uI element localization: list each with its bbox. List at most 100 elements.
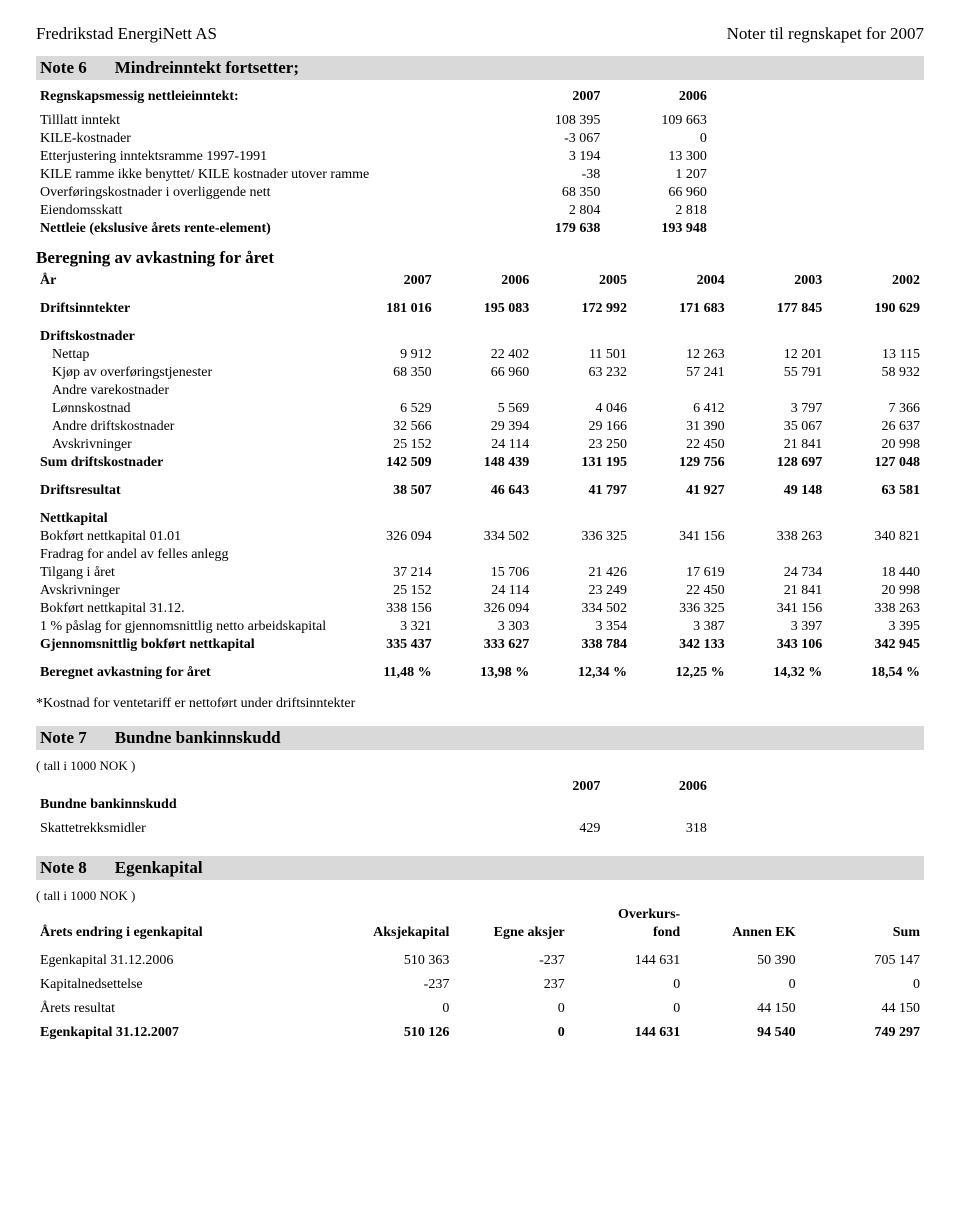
cell: 29 394 bbox=[436, 418, 534, 436]
note6-title: Mindreinntekt fortsetter; bbox=[115, 58, 299, 77]
col-hdr bbox=[800, 906, 924, 924]
cell: 11 501 bbox=[533, 346, 631, 364]
row-label: Fradrag for andel av felles anlegg bbox=[36, 546, 338, 564]
sum-driftskost-row: Sum driftskostnader142 509148 439131 195… bbox=[36, 454, 924, 472]
cell: 0 bbox=[453, 1000, 568, 1018]
table-row: Avskrivninger25 15224 11423 24922 45021 … bbox=[36, 582, 924, 600]
cell: 326 094 bbox=[338, 528, 436, 546]
cell bbox=[533, 546, 631, 564]
cell: 3 354 bbox=[533, 618, 631, 636]
cell: 24 734 bbox=[729, 564, 827, 582]
table-row: Årets endring i egenkapital Aksjekapital… bbox=[36, 924, 924, 942]
company-name: Fredrikstad EnergiNett AS bbox=[36, 24, 217, 44]
cell: 12 263 bbox=[631, 346, 729, 364]
cell: 49 148 bbox=[729, 482, 827, 500]
table-row: 1 % påslag for gjennomsnittlig netto arb… bbox=[36, 618, 924, 636]
cell: 2 818 bbox=[604, 202, 711, 220]
cell: 334 502 bbox=[436, 528, 534, 546]
cell: 21 841 bbox=[729, 582, 827, 600]
col-hdr bbox=[453, 906, 568, 924]
table-row: Eiendomsskatt 2 804 2 818 bbox=[36, 202, 924, 220]
table-row: Egenkapital 31.12.2006510 363-237144 631… bbox=[36, 952, 924, 970]
cell: 144 631 bbox=[569, 1024, 684, 1042]
sub1-title: Regnskapsmessig nettleieinntekt: bbox=[36, 88, 498, 106]
table-row: Tilllatt inntekt 108 395 109 663 bbox=[36, 112, 924, 130]
note8-bar: Note 8 Egenkapital bbox=[36, 856, 924, 880]
row-label: Beregnet avkastning for året bbox=[36, 664, 338, 682]
table-row: Bokført nettkapital 01.01326 094334 5023… bbox=[36, 528, 924, 546]
cell: 5 569 bbox=[436, 400, 534, 418]
cell bbox=[729, 382, 827, 400]
cell: 50 390 bbox=[684, 952, 799, 970]
cell: 25 152 bbox=[338, 436, 436, 454]
cell: 18 440 bbox=[826, 564, 924, 582]
row-label: Etterjustering inntektsramme 1997-1991 bbox=[36, 148, 498, 166]
row-label: Nettleie (ekslusive årets rente-element) bbox=[36, 220, 498, 238]
cell: 179 638 bbox=[498, 220, 605, 238]
cell: 237 bbox=[453, 976, 568, 994]
table-row: Kjøp av overføringstjenester68 35066 960… bbox=[36, 364, 924, 382]
cell bbox=[338, 382, 436, 400]
row-label: KILE-kostnader bbox=[36, 130, 498, 148]
cell: 9 912 bbox=[338, 346, 436, 364]
col-hdr: Overkurs- bbox=[569, 906, 684, 924]
col-hdr: Annen EK bbox=[684, 924, 799, 942]
cell: 63 232 bbox=[533, 364, 631, 382]
col-hdr: Aksjekapital bbox=[338, 924, 453, 942]
row-label: Driftsresultat bbox=[36, 482, 338, 500]
cell: 148 439 bbox=[436, 454, 534, 472]
col-hdr: Egne aksjer bbox=[453, 924, 568, 942]
cell: 429 bbox=[498, 820, 605, 838]
note8-title: Egenkapital bbox=[115, 858, 203, 877]
note7-title: Bundne bankinnskudd bbox=[115, 728, 281, 747]
cell: 17 619 bbox=[631, 564, 729, 582]
table-row: Lønnskostnad6 5295 5694 0466 4123 7977 3… bbox=[36, 400, 924, 418]
cell: 129 756 bbox=[631, 454, 729, 472]
cell: 318 bbox=[604, 820, 711, 838]
note8-tall-i: ( tall i 1000 NOK ) bbox=[36, 888, 924, 904]
table-row: Nettkapital bbox=[36, 510, 924, 528]
cell: 336 325 bbox=[533, 528, 631, 546]
cell: 336 325 bbox=[631, 600, 729, 618]
beregnet-row: Beregnet avkastning for året11,48 %13,98… bbox=[36, 664, 924, 682]
note7-bar: Note 7 Bundne bankinnskudd bbox=[36, 726, 924, 750]
cell: 326 094 bbox=[436, 600, 534, 618]
cell: 25 152 bbox=[338, 582, 436, 600]
note7-number: Note 7 bbox=[40, 728, 87, 747]
cell: 338 156 bbox=[338, 600, 436, 618]
header-right: Noter til regnskapet for 2007 bbox=[727, 24, 924, 44]
cell: 41 927 bbox=[631, 482, 729, 500]
cell: -3 067 bbox=[498, 130, 605, 148]
row-label: Sum driftskostnader bbox=[36, 454, 338, 472]
cell: 13,98 % bbox=[436, 664, 534, 682]
cell bbox=[826, 546, 924, 564]
cell: 3 303 bbox=[436, 618, 534, 636]
table-row: Avskrivninger25 15224 11423 25022 45021 … bbox=[36, 436, 924, 454]
cell: -38 bbox=[498, 166, 605, 184]
row-label: Egenkapital 31.12.2006 bbox=[36, 952, 338, 970]
table-row: Regnskapsmessig nettleieinntekt: 2007 20… bbox=[36, 88, 924, 106]
cell: 66 960 bbox=[436, 364, 534, 382]
cell: 340 821 bbox=[826, 528, 924, 546]
cell: 108 395 bbox=[498, 112, 605, 130]
col-year: 2004 bbox=[631, 272, 729, 290]
table-row: Bundne bankinnskudd bbox=[36, 796, 924, 814]
col-hdr bbox=[338, 906, 453, 924]
cell: 20 998 bbox=[826, 582, 924, 600]
cell: 26 637 bbox=[826, 418, 924, 436]
cell: 128 697 bbox=[729, 454, 827, 472]
note6-nettleieinntekt-table: Regnskapsmessig nettleieinntekt: 2007 20… bbox=[36, 88, 924, 238]
table-row: Gjennomsnittlig bokført nettkapital335 4… bbox=[36, 636, 924, 654]
cell: 23 250 bbox=[533, 436, 631, 454]
driftsinntekter-row: Driftsinntekter181 016195 083172 992171 … bbox=[36, 300, 924, 318]
note7-tall-i: ( tall i 1000 NOK ) bbox=[36, 758, 924, 774]
cell bbox=[631, 546, 729, 564]
cell: 18,54 % bbox=[826, 664, 924, 682]
table-row: Overkurs- bbox=[36, 906, 924, 924]
col-hdr: fond bbox=[569, 924, 684, 942]
cell: 13 300 bbox=[604, 148, 711, 166]
note7-sub: Bundne bankinnskudd bbox=[36, 796, 498, 814]
cell: 0 bbox=[338, 1000, 453, 1018]
cell: 0 bbox=[569, 1000, 684, 1018]
cell: 63 581 bbox=[826, 482, 924, 500]
